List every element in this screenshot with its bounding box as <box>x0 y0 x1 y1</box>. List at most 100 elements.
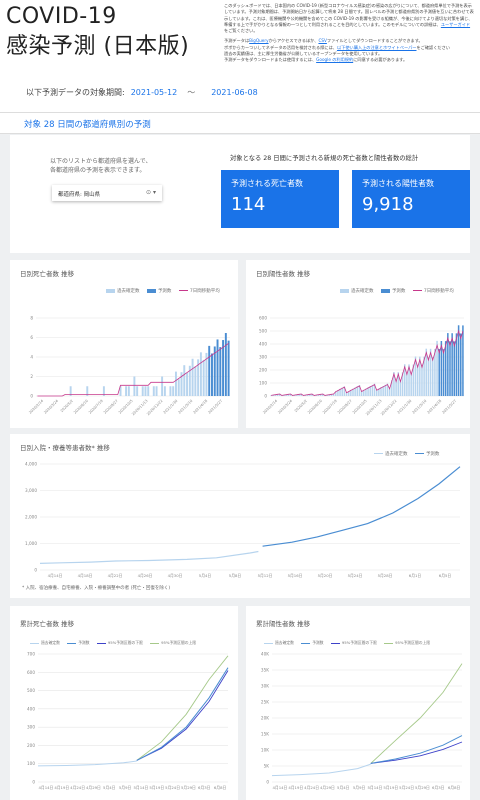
x-tick-label: 2021/5/27 <box>207 399 223 415</box>
bar <box>328 394 331 396</box>
chevron-down-icon: ⊙ ▾ <box>146 189 156 196</box>
x-tick-label: 5月28日 <box>378 573 393 578</box>
cum-positive-card: 累計陽性者数 推移 過去確定数 予測数 95%予測区間の下限 95%予測区間の上… <box>246 606 470 800</box>
bar <box>272 394 274 396</box>
bar <box>339 388 341 396</box>
x-tick-label: 5月19日 <box>383 785 398 790</box>
x-tick-label: 4月26日 <box>138 573 153 578</box>
past-line <box>37 760 137 767</box>
bar <box>386 383 389 396</box>
past-line <box>271 763 371 777</box>
y-tick-label: 300 <box>27 725 35 730</box>
bar <box>306 394 309 396</box>
bar <box>440 341 443 396</box>
bar <box>169 386 172 396</box>
x-tick-label: 5月16日 <box>288 573 303 578</box>
y-tick-label: 6 <box>30 335 33 340</box>
bar <box>414 356 417 396</box>
bar <box>202 359 205 396</box>
chart-legend: 過去確定数 予測数 7日間移動平均 <box>100 288 220 294</box>
bar <box>423 356 425 396</box>
x-tick-label: 4月29日 <box>86 785 101 790</box>
bar <box>334 391 337 396</box>
bar <box>442 349 445 396</box>
bar <box>412 364 415 396</box>
chart-legend: 過去確定数 予測数 <box>368 451 439 457</box>
bar <box>350 389 352 396</box>
y-tick-label: 25K <box>261 700 269 705</box>
start-date[interactable]: 2021-05-12 <box>130 88 178 97</box>
forecast-line <box>262 466 461 547</box>
whitepaper-link[interactable]: 以下使い購入上の注意とホワイトペーパー <box>336 44 417 50</box>
bar <box>375 389 378 396</box>
bar <box>401 372 404 396</box>
bar <box>393 372 395 396</box>
bar <box>447 333 449 396</box>
x-tick-label: 6月3日 <box>198 785 211 790</box>
bar <box>161 376 164 396</box>
chart-legend: 過去確定数 予測数 95%予測区間の下限 95%予測区間の上限 <box>258 640 430 646</box>
bar <box>141 386 144 396</box>
upper-bound-line <box>370 663 463 764</box>
bar <box>378 388 380 396</box>
y-tick-label: 600 <box>27 670 35 675</box>
chart-title: 日別陽性者数 推移 <box>256 270 311 278</box>
bar <box>410 372 412 396</box>
terms-link[interactable]: Google の利用規約 <box>316 57 354 63</box>
x-tick-label: 4月30日 <box>168 573 183 578</box>
prefecture-dropdown[interactable]: 都道府県: 岡山県 ⊙ ▾ <box>52 185 162 201</box>
bar <box>222 340 225 396</box>
kpi-heading: 対象となる 28 日間に予測される新規の死亡者数と陽性者数の総計 <box>230 155 419 162</box>
bar <box>388 388 391 396</box>
bigquery-link[interactable]: BigQuery <box>249 38 269 44</box>
bar <box>172 386 175 396</box>
x-tick-label: 6月3日 <box>432 785 445 790</box>
x-tick-label: 2021/5/27 <box>441 399 457 415</box>
y-tick-label: 15K <box>261 732 269 737</box>
section-header: 対象 28 日間の都道府県別の予測 <box>0 112 480 134</box>
end-date[interactable]: 2021-06-08 <box>211 88 258 97</box>
bar <box>294 394 296 396</box>
y-tick-label: 400 <box>27 706 35 711</box>
y-tick-label: 1,000 <box>25 541 37 546</box>
bar <box>391 380 393 396</box>
chart-title: 累計死亡者数 推移 <box>20 620 75 628</box>
y-tick-label: 0 <box>32 780 35 785</box>
user-guide-link[interactable]: ユーザーガイド <box>440 21 471 27</box>
bar <box>152 386 155 396</box>
y-tick-label: 700 <box>27 652 35 657</box>
bar <box>69 386 72 396</box>
chart-legend: 過去確定数 予測数 7日間移動平均 <box>334 288 454 294</box>
bar <box>300 393 303 396</box>
x-tick-label: 5月24日 <box>399 785 414 790</box>
bar <box>227 340 230 396</box>
bar <box>224 333 227 396</box>
bar <box>136 386 139 396</box>
chart-title: 日別死亡者数 推移 <box>20 270 75 278</box>
bar <box>326 394 328 396</box>
upper-bound-line <box>136 655 229 761</box>
bar <box>183 365 186 396</box>
bar <box>345 392 348 396</box>
csv-link[interactable]: CSV <box>318 38 327 44</box>
bar <box>127 386 130 396</box>
bar <box>144 386 147 396</box>
chart-legend: 過去確定数 予測数 95%予測区間の下限 95%予測区間の上限 <box>24 640 196 646</box>
x-tick-label: 6月8日 <box>214 785 227 790</box>
y-tick-label: 600 <box>259 316 267 321</box>
bar <box>427 356 430 396</box>
bar <box>455 333 458 396</box>
bar <box>219 347 222 396</box>
bar <box>347 391 350 396</box>
bar <box>425 348 428 396</box>
y-tick-label: 500 <box>259 329 267 334</box>
x-tick-label: 2020/5/2 <box>294 399 308 413</box>
y-tick-label: 30K <box>261 684 269 689</box>
bar <box>199 352 202 396</box>
bar <box>352 388 354 396</box>
x-tick-label: 4月14日 <box>38 785 53 790</box>
bar <box>205 352 208 396</box>
x-tick-label: 5月14日 <box>133 785 148 790</box>
bar <box>363 389 365 396</box>
